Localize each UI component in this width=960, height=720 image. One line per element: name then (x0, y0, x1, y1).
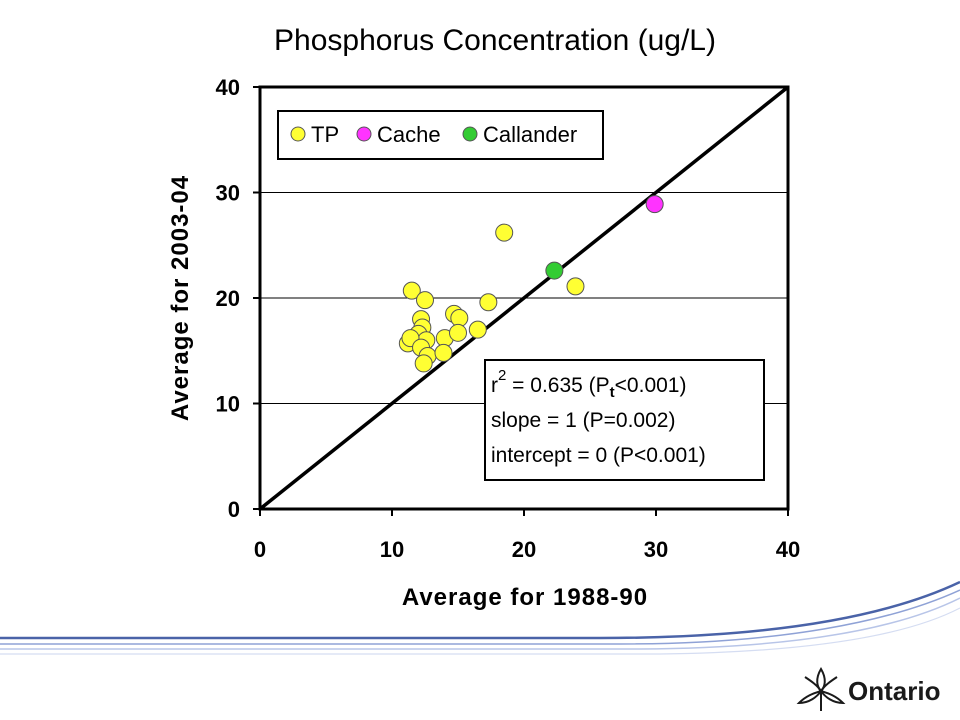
y-tick-label: 40 (216, 75, 240, 100)
trillium-icon (796, 667, 846, 711)
chart-title: Phosphorus Concentration (ug/L) (274, 24, 716, 57)
x-tick-label: 30 (644, 537, 668, 562)
stats-box: r2 = 0.635 (Pt<0.001) slope = 1 (P=0.002… (484, 359, 765, 481)
data-points (398, 195, 664, 373)
y-tick-label: 0 (228, 497, 240, 522)
point-tp (468, 320, 487, 339)
y-tick-label: 10 (216, 392, 240, 417)
x-axis-ticks: 0 10 20 30 40 (254, 509, 800, 562)
intercept-line: intercept = 0 (P<0.001) (491, 444, 706, 467)
legend: TP Cache Callander (277, 110, 604, 160)
ontario-logo-text: Ontario (848, 676, 941, 706)
y-axis-title: Average for 2003-04 (167, 175, 194, 421)
y-tick-label: 20 (216, 286, 240, 311)
x-tick-label: 20 (512, 537, 536, 562)
point-tp (566, 277, 585, 296)
legend-label-tp: TP (311, 122, 339, 147)
y-axis-ticks: 0 10 20 30 40 (216, 75, 260, 522)
x-tick-label: 40 (776, 537, 800, 562)
point-tp (495, 223, 514, 242)
footer-swoosh (0, 580, 960, 655)
legend-marker-cache (356, 126, 372, 142)
point-tp (449, 323, 467, 342)
point-tp (479, 293, 498, 312)
x-tick-label: 10 (380, 537, 404, 562)
slope-line: slope = 1 (P=0.002) (491, 409, 675, 432)
point-tp (402, 281, 421, 300)
point-tp (416, 291, 434, 310)
r-squared-line: r2 = 0.635 (Pt<0.001) (491, 367, 686, 401)
legend-marker-tp (290, 126, 306, 142)
point-tp (434, 343, 453, 362)
y-tick-label: 30 (216, 181, 240, 206)
x-tick-label: 0 (254, 537, 266, 562)
one-to-one-line (258, 85, 790, 511)
point-cache (645, 195, 664, 214)
legend-label-cache: Cache (377, 122, 441, 147)
legend-label-callander: Callander (483, 122, 577, 147)
point-tp (414, 354, 433, 373)
x-axis-title: Average for 1988-90 (402, 584, 648, 611)
point-callander (545, 261, 564, 280)
legend-marker-callander (462, 126, 478, 142)
